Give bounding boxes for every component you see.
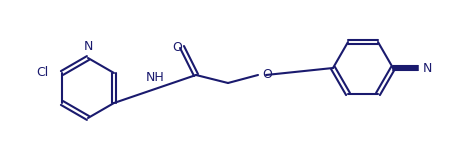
Text: NH: NH [146, 71, 164, 84]
Text: Cl: Cl [36, 66, 48, 80]
Text: O: O [172, 41, 182, 54]
Text: N: N [83, 40, 92, 53]
Text: O: O [262, 69, 271, 81]
Text: N: N [422, 61, 431, 75]
